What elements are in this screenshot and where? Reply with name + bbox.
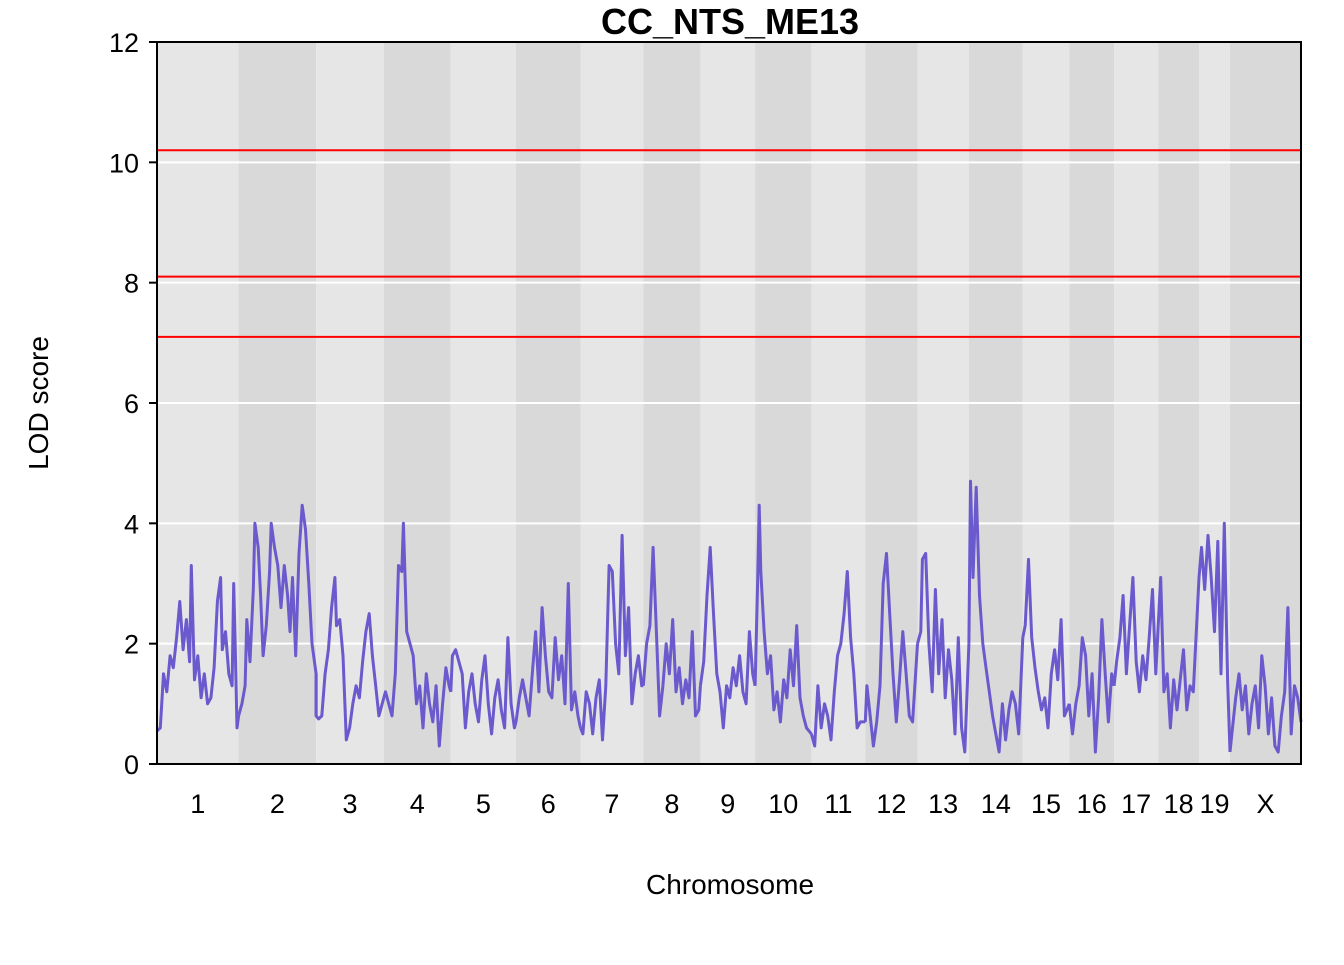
x-tick-label: 10: [768, 789, 798, 819]
x-tick-label: 8: [664, 789, 679, 819]
lod-line-chr-17: [1112, 576, 1160, 694]
lod-series: [155, 479, 1303, 754]
lod-line-chr-3: [314, 576, 386, 742]
x-tick-label: 9: [720, 789, 735, 819]
x-tick-label: 5: [476, 789, 491, 819]
x-tick-label: 13: [928, 789, 958, 819]
lod-line-chr-9: [698, 545, 757, 730]
lod-line-chr-6: [514, 582, 582, 729]
gridlines: [157, 161, 1301, 645]
x-tick-label: 2: [270, 789, 285, 819]
x-tick-label: 15: [1031, 789, 1061, 819]
x-tick-label: 4: [410, 789, 425, 819]
x-tick-label: 12: [876, 789, 906, 819]
threshold-lines: [157, 149, 1301, 338]
x-tick-label: 18: [1164, 789, 1194, 819]
lod-line-chr-2: [237, 503, 318, 717]
lod-line-chr-11: [809, 570, 866, 748]
y-tick-label: 8: [124, 269, 139, 299]
lod-line-chr-4: [382, 521, 453, 748]
x-tick-label: 3: [342, 789, 357, 819]
lod-line-chr-1: [155, 564, 241, 733]
chart-title: CC_NTS_ME13: [601, 1, 859, 42]
y-tick-label: 0: [124, 750, 139, 780]
x-tick-label: 7: [604, 789, 619, 819]
lod-line-chr-18: [1156, 576, 1201, 730]
x-tick-label: 16: [1077, 789, 1107, 819]
y-tick-label: 6: [124, 389, 139, 419]
y-tick-label: 10: [109, 148, 139, 178]
lod-line-chr-12: [863, 551, 919, 748]
lod-line-chr-10: [753, 503, 813, 735]
y-tick-label: 4: [124, 509, 139, 539]
lod-line-chr-13: [916, 551, 971, 754]
y-axis: 0 2 4 6 8 10 12: [109, 28, 157, 780]
lod-line-chr-X: [1228, 606, 1303, 754]
lod-line-chr-5: [449, 636, 518, 736]
x-tick-label: 6: [541, 789, 556, 819]
lod-line-chr-8: [641, 545, 702, 718]
y-tick-label: 12: [109, 28, 139, 58]
y-tick-label: 2: [124, 630, 139, 660]
x-tick-label: 19: [1199, 789, 1229, 819]
lod-line-chr-7: [579, 533, 644, 742]
x-axis: 1 2 3 4 5 6 7 8 9 10 11 12 13 14 15 16 17 18 19 X: [190, 789, 1274, 819]
x-tick-label: 11: [824, 789, 852, 819]
x-tick-label: X: [1256, 789, 1274, 819]
lod-line-chr-14: [967, 479, 1025, 754]
x-axis-label: Chromosome: [646, 869, 814, 900]
lod-line-chr-15: [1021, 557, 1071, 730]
x-tick-label: 17: [1121, 789, 1151, 819]
lod-line-chr-19: [1197, 521, 1232, 753]
y-axis-label: LOD score: [23, 336, 54, 470]
x-tick-label: 14: [981, 789, 1011, 819]
x-tick-label: 1: [190, 789, 205, 819]
lod-line-chr-16: [1067, 618, 1116, 754]
